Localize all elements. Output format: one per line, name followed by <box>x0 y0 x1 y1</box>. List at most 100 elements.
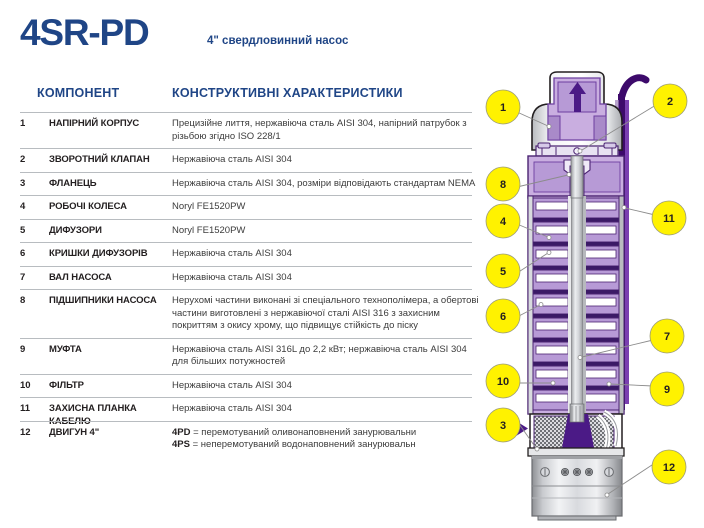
row-component-name: ДИФУЗОРИ <box>49 224 102 236</box>
callout-number: 12 <box>663 462 675 474</box>
callout-marker-12[interactable]: 12 <box>651 449 687 485</box>
row-description: Нерухомі частини виконані зі спеціальног… <box>172 295 479 331</box>
callout-marker-6[interactable]: 6 <box>485 298 521 334</box>
pump-stages-group <box>527 195 625 415</box>
row-component-name: МУФТА <box>49 343 82 355</box>
callout-number: 9 <box>664 384 670 396</box>
callout-circle-icon <box>485 89 521 125</box>
table-row: 7 ВАЛ НАСОСА Нержавіюча сталь AISI 304 <box>20 265 472 290</box>
callout-circle-icon <box>651 449 687 485</box>
callout-number: 1 <box>500 102 506 114</box>
callout-circle-icon <box>485 166 521 202</box>
row-number: 4 <box>20 201 26 212</box>
table-row: 12 ДВИГУН 4" 4PD = перемотуваний оливонапо… <box>20 420 472 457</box>
callout-marker-9[interactable]: 9 <box>649 371 685 407</box>
table-row: 1 НАПІРНИЙ КОРПУС Прецизійне лиття, нержав… <box>20 112 472 148</box>
callout-number: 5 <box>500 266 506 278</box>
callout-marker-7[interactable]: 7 <box>649 318 685 354</box>
row-number: 10 <box>20 379 31 391</box>
callout-number: 2 <box>667 96 673 108</box>
callout-number: 3 <box>500 420 506 432</box>
row-description: Нержавіюча сталь AISI 304 <box>172 154 292 165</box>
callout-marker-11[interactable]: 11 <box>651 200 687 236</box>
row-component-name: ВАЛ НАСОСА <box>49 271 112 283</box>
callout-marker-1[interactable]: 1 <box>485 89 521 125</box>
callout-circle-icon <box>485 203 521 239</box>
callout-number: 8 <box>500 179 506 191</box>
callout-marker-4[interactable]: 4 <box>485 203 521 239</box>
motor-group <box>531 455 623 521</box>
callout-marker-5[interactable]: 5 <box>485 253 521 289</box>
row-number: 7 <box>20 271 26 283</box>
table-row: 4 РОБОЧІ КОЛЕСА Noryl FE1520PW <box>20 195 472 219</box>
callout-circle-icon <box>651 200 687 236</box>
row-description-line: 4PS = неперемотуваний водонаповнений зан… <box>172 439 482 452</box>
row-number: 9 <box>20 343 26 355</box>
row-description: Нержавіюча сталь AISI 304, розміри відпо… <box>172 177 476 189</box>
table-row: 3 ФЛАНЕЦЬ Нержавіюча сталь AISI 304, розмі… <box>20 171 475 196</box>
row-description: Нержавіюча сталь AISI 304 <box>172 379 292 391</box>
pump-cutaway-diagram: 1 2 3 4 5 6 7 8 9 10 11 12 <box>470 0 704 528</box>
table-row: 2 ЗВОРОТНИЙ КЛАПАН Нержавіюча сталь AISI 3… <box>20 148 472 172</box>
row-number: 8 <box>20 295 26 306</box>
callout-marker-3[interactable]: 3 <box>485 407 521 443</box>
callout-circle-icon <box>485 253 521 289</box>
callout-number: 11 <box>663 213 675 225</box>
row-number: 6 <box>20 248 26 259</box>
discharge-head-group <box>531 71 623 157</box>
row-component-name: ЗВОРОТНИЙ КЛАПАН <box>49 154 150 165</box>
row-number: 12 <box>20 426 31 438</box>
motor-variant-text: = неперемотуваний водонаповнений занурюв… <box>189 439 416 450</box>
callout-circle-icon <box>485 407 521 443</box>
callout-marker-8[interactable]: 8 <box>485 166 521 202</box>
callout-circle-icon <box>485 363 521 399</box>
callout-circle-icon <box>652 83 688 119</box>
table-row: 11 ЗАХИСНА ПЛАНКА КАБЕЛЮ Нержавіюча сталь … <box>20 397 472 427</box>
discharge-flow-arrow <box>569 82 586 112</box>
callout-marker-10[interactable]: 10 <box>485 363 521 399</box>
callout-circle-icon <box>649 318 685 354</box>
table-row: 10 ФІЛЬТР Нержавіюча сталь AISI 304 <box>20 373 472 398</box>
row-component-name: ДВИГУН 4" <box>49 426 100 438</box>
motor-variant-code: 4PS <box>172 439 190 450</box>
table-row: 8 ПІДШИПНИКИ НАСОСА Нерухомі частини викон… <box>20 289 479 338</box>
table-row: 9 МУФТА Нержавіюча сталь AISI 316L до 2,2 … <box>20 337 472 374</box>
row-component-name: ФЛАНЕЦЬ <box>49 177 97 189</box>
row-component-name: КРИШКИ ДИФУЗОРІВ <box>49 248 148 259</box>
row-description: Прецизійне лиття, нержавіюча сталь AISI … <box>172 118 467 142</box>
row-description: Нержавіюча сталь AISI 304 <box>172 271 292 283</box>
row-component-name: НАПІРНИЙ КОРПУС <box>49 118 140 129</box>
row-component-name: РОБОЧІ КОЛЕСА <box>49 201 127 212</box>
table-row: 5 ДИФУЗОРИ Noryl FE1520PW <box>20 218 472 243</box>
row-description-line: 4PD = перемотуваний оливонаповнений зану… <box>172 427 482 440</box>
row-description: Noryl FE1520PW <box>172 224 246 236</box>
table-row: 6 КРИШКИ ДИФУЗОРІВ Нержавіюча сталь AISI 3… <box>20 242 472 266</box>
callout-number: 6 <box>500 311 506 323</box>
callout-circle-icon <box>485 298 521 334</box>
row-component-name: ФІЛЬТР <box>49 379 84 391</box>
row-number: 3 <box>20 177 26 189</box>
specification-table: КОМПОНЕНТ КОНСТРУКТИВНІ ХАРАКТЕРИСТИКИ 1… <box>20 86 479 457</box>
row-number: 1 <box>20 118 26 129</box>
column-header-specs: КОНСТРУКТИВНІ ХАРАКТЕРИСТИКИ <box>172 86 403 100</box>
callout-marker-2[interactable]: 2 <box>652 83 688 119</box>
callout-number: 10 <box>497 376 509 388</box>
row-description: Нержавіюча сталь AISI 304 <box>172 403 292 414</box>
motor-variant-text: = перемотуваний оливонаповнений занурюва… <box>190 426 417 438</box>
table-body: 1 НАПІРНИЙ КОРПУС Прецизійне лиття, нержав… <box>20 112 479 457</box>
callout-circle-icon <box>649 371 685 407</box>
row-number: 11 <box>20 403 31 414</box>
model-subtitle: 4" свердловинний насос <box>207 35 349 47</box>
callout-number: 7 <box>664 331 670 343</box>
row-description: 4PD = перемотуваний оливонаповнений зану… <box>172 427 482 452</box>
row-number: 5 <box>20 224 26 236</box>
callout-number: 4 <box>500 216 507 228</box>
motor-variant-code: 4PD <box>172 426 191 438</box>
column-header-component: КОМПОНЕНТ <box>37 86 120 100</box>
table-header-row: КОМПОНЕНТ КОНСТРУКТИВНІ ХАРАКТЕРИСТИКИ <box>20 86 472 112</box>
row-component-name: ПІДШИПНИКИ НАСОСА <box>49 295 157 306</box>
page-header: 4SR-PD 4" свердловинний насос <box>0 0 470 70</box>
row-description: Noryl FE1520PW <box>172 201 246 212</box>
row-number: 2 <box>20 154 26 165</box>
